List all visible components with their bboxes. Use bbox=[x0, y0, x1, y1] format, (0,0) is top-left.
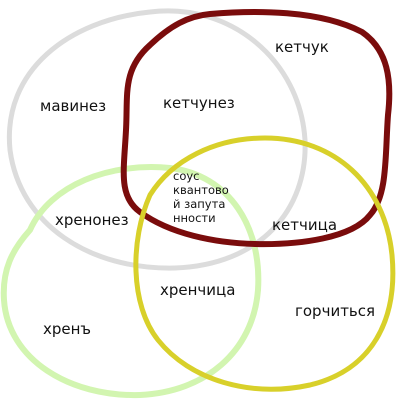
ketchup-label: кетчук bbox=[275, 38, 329, 56]
khren-label: хренъ bbox=[43, 320, 92, 338]
center-label-line-3: й запута bbox=[173, 197, 226, 212]
center-label-line-4: нности bbox=[173, 211, 216, 226]
ketchunez-label: кетчунез bbox=[163, 94, 235, 112]
mayonnaise-label: мавинез bbox=[40, 97, 107, 115]
ketchitsa-label: кетчица bbox=[272, 216, 338, 234]
mustard-circle bbox=[133, 135, 396, 392]
ketchup-circle bbox=[120, 8, 393, 248]
center-label-line-1: соус bbox=[173, 169, 200, 183]
gorchitsya-label: горчиться bbox=[295, 302, 376, 320]
center-label: соус квантово й запута нности bbox=[173, 169, 245, 225]
horseradish-circle bbox=[0, 164, 262, 399]
khrenonez-label: хренонез bbox=[55, 211, 129, 229]
mayonnaise-circle bbox=[6, 8, 308, 271]
center-label-line-2: квантово bbox=[173, 183, 229, 198]
khrenchitsa-label: хренчица bbox=[160, 281, 236, 299]
